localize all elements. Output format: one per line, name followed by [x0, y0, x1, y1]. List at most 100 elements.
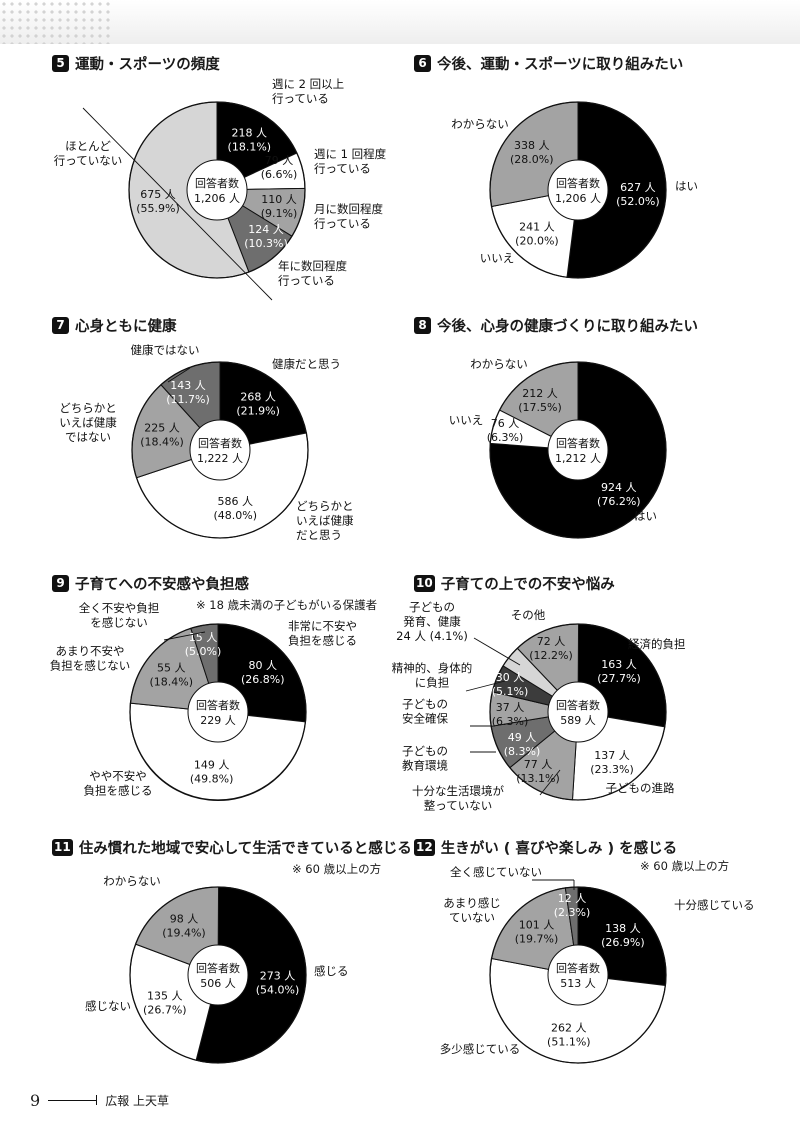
slice-percent-label: (18.1%) — [228, 140, 272, 153]
page-number: 9 — [30, 1090, 41, 1110]
slice-category-label: 年に数回程度行っている — [278, 259, 347, 287]
slice-value-label: 12 人 — [558, 892, 587, 905]
slice-percent-label: (28.0%) — [510, 153, 554, 166]
pie-center-hole — [547, 159, 609, 221]
section-number-badge: 11 — [52, 838, 73, 856]
slice-category-label: その他 — [511, 608, 546, 622]
pie-chart-7 — [131, 361, 309, 539]
respondent-count-label: 回答者数 — [196, 961, 240, 975]
leader-line — [539, 769, 561, 796]
pie-outline — [128, 101, 306, 279]
slice-percent-label: (26.7%) — [143, 1004, 187, 1017]
slice-value-label: 241 人 — [519, 221, 555, 234]
section-title-text: 生きがい ( 喜びや楽しみ ) を感じる — [440, 840, 678, 857]
slice-value-label: 675 人 — [140, 188, 176, 201]
slice-value-label: 138 人 — [605, 922, 641, 935]
pie-chart-8 — [489, 361, 667, 539]
slice-category-label: ほとんど行っていない — [54, 139, 122, 167]
slice-percent-label: (9.1%) — [261, 207, 298, 220]
slice-value-label: 124 人 — [248, 223, 284, 236]
slice-category-label: 非常に不安や負担を感じる — [288, 619, 357, 647]
slice-percent-label: (12.2%) — [529, 649, 573, 662]
respondent-count-value: 1,222 人 — [197, 452, 243, 465]
pie-outline — [129, 623, 307, 801]
respondent-count-value: 1,206 人 — [555, 192, 601, 205]
slice-category-label: 週に 2 回以上行っている — [272, 77, 344, 105]
slice-category-label: あまり感じていない — [443, 896, 501, 924]
header-dot-pattern — [0, 0, 110, 44]
section-title-8: 8 今後、心身の健康づくりに取り組みたい — [414, 314, 698, 336]
slice-percent-label: (27.7%) — [597, 672, 641, 685]
slice-category-label: 子どもの安全確保 — [402, 697, 448, 725]
slice-category-label: わからない — [103, 874, 161, 888]
slice-percent-label: (11.7%) — [166, 393, 210, 406]
leader-line — [167, 367, 191, 383]
section-number-badge: 7 — [52, 316, 69, 334]
pie-chart-11 — [129, 886, 307, 1064]
slice-value-label: 338 人 — [514, 139, 550, 152]
slice-percent-label: (6.6%) — [261, 168, 298, 181]
slice-value-label: 218 人 — [232, 126, 268, 139]
slice-percent-label: (55.9%) — [136, 202, 180, 215]
slice-value-label: 163 人 — [601, 658, 637, 671]
slice-value-label: 225 人 — [144, 422, 180, 435]
pie-center-hole — [186, 159, 248, 221]
section-note-11: ※ 60 歳以上の方 — [292, 862, 382, 876]
pie-center-hole — [187, 944, 249, 1006]
pie-center-hole — [547, 681, 609, 743]
slice-percent-label: (8.3%) — [504, 745, 541, 758]
respondent-count-label: 回答者数 — [556, 961, 600, 975]
slice-percent-label: (6.3%) — [487, 431, 524, 444]
slice-value-label: 77 人 — [524, 758, 553, 771]
slice-percent-label: (23.3%) — [590, 763, 634, 776]
slice-percent-label: (10.3%) — [244, 237, 288, 250]
section-title-text: 今後、心身の健康づくりに取り組みたい — [437, 318, 698, 335]
slice-percent-label: (18.4%) — [150, 675, 194, 688]
respondent-count-label: 回答者数 — [556, 698, 600, 712]
pie-center-hole — [189, 419, 251, 481]
section-number-badge: 12 — [414, 838, 435, 856]
slice-percent-label: (18.4%) — [140, 436, 184, 449]
pie-center-hole — [547, 419, 609, 481]
slice-category-label: 全く不安や負担を感じない — [79, 601, 160, 629]
section-title-text: 住み慣れた地域で安心して生活できていると感じる — [78, 840, 412, 857]
slice-category-label: 十分感じている — [674, 898, 755, 912]
slice-value-label: 924 人 — [601, 481, 637, 494]
slice-percent-label: (54.0%) — [256, 984, 300, 997]
section-title-text: 運動・スポーツの頻度 — [75, 56, 220, 73]
slice-percent-label: (26.9%) — [601, 936, 645, 949]
section-title-text: 心身ともに健康 — [75, 318, 177, 335]
slice-value-label: 212 人 — [522, 387, 558, 400]
slice-value-label: 72 人 — [537, 635, 566, 648]
section-title-text: 子育てへの不安感や負担感 — [75, 576, 249, 593]
slice-value-label: 80 人 — [249, 659, 278, 672]
pie-center-hole — [547, 944, 609, 1006]
leader-line — [163, 631, 206, 641]
slice-category-label: 全く感じていない — [450, 865, 542, 879]
slice-percent-label: (26.8%) — [241, 673, 285, 686]
section-number-badge: 8 — [414, 316, 431, 334]
section-title-6: 6 今後、運動・スポーツに取り組みたい — [414, 52, 683, 74]
pie-chart-6 — [489, 101, 667, 279]
slice-category-label: どちらかといえば健康だと思う — [296, 499, 354, 542]
slice-value-label: 586 人 — [218, 495, 254, 508]
pie-outline — [489, 623, 667, 801]
slice-category-label: 感じない — [85, 999, 131, 1013]
pie-chart-9 — [129, 623, 307, 802]
slice-value-label: 79 人 — [265, 154, 294, 167]
slice-category-label: 感じる — [314, 964, 349, 978]
slice-category-label: わからない — [451, 117, 509, 131]
slice-value-label: 55 人 — [157, 661, 186, 674]
slice-value-label: 15 人 — [189, 631, 218, 644]
respondent-count-label: 回答者数 — [556, 436, 600, 450]
slice-category-label: 月に数回程度行っている — [314, 202, 383, 230]
slice-value-label: 135 人 — [147, 990, 183, 1003]
slice-percent-label: (5.1%) — [492, 685, 529, 698]
slice-category-label: 健康ではない — [131, 343, 200, 357]
slice-value-label: 49 人 — [508, 731, 537, 744]
pie-center-hole — [187, 681, 249, 743]
respondent-count-label: 回答者数 — [196, 698, 240, 712]
slice-category-label: どちらかといえば健康ではない — [59, 401, 117, 444]
slice-value-label: 273 人 — [260, 970, 296, 983]
slice-category-label: わからない — [470, 357, 528, 371]
